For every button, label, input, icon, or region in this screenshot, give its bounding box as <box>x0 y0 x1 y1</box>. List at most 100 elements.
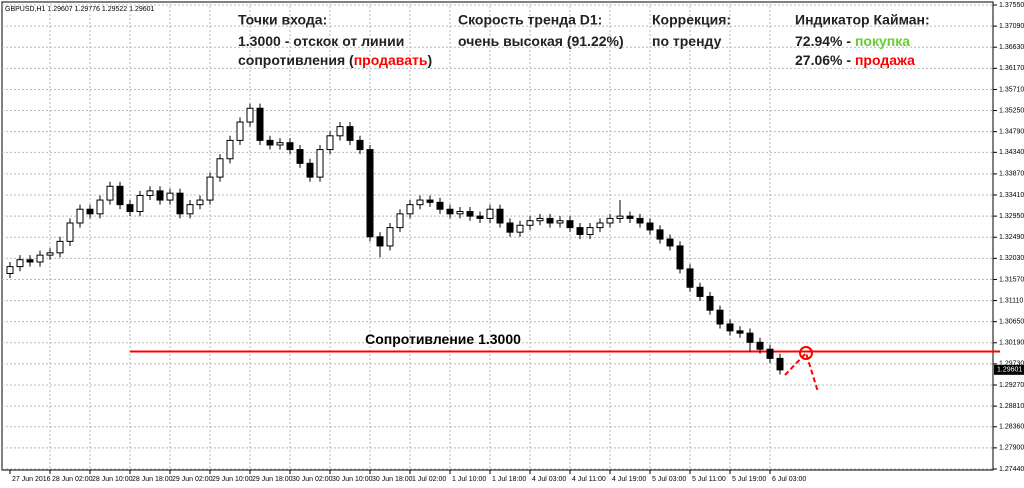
y-tick-label: 1.28810 <box>999 403 1024 410</box>
x-tick-label: 1 Jul 02:00 <box>412 476 446 483</box>
candle-body <box>306 162 314 178</box>
candle-body <box>496 208 504 224</box>
candle-body <box>556 220 564 224</box>
x-tick-label: 29 Jun 18:00 <box>252 476 293 483</box>
candle-body <box>506 222 514 233</box>
candle-body <box>406 204 414 215</box>
y-tick-label: 1.30190 <box>999 340 1024 347</box>
candle-body <box>656 229 664 240</box>
x-tick-label: 4 Jul 19:00 <box>612 476 646 483</box>
candle-body <box>66 222 74 242</box>
y-tick-label: 1.27440 <box>999 466 1024 473</box>
candle-body <box>186 204 194 215</box>
annotation-line: сопротивления (продавать) <box>238 52 432 68</box>
x-tick-label: 4 Jul 03:00 <box>532 476 566 483</box>
annotation-line: по тренду <box>652 33 722 49</box>
annotation-title: Индикатор Кайман: <box>795 12 930 28</box>
candle-body <box>276 142 284 146</box>
candle-body <box>586 227 594 235</box>
candle-body <box>476 215 484 219</box>
candle-body <box>716 309 724 325</box>
resistance-label: Сопротивление 1.3000 <box>365 331 521 347</box>
x-tick-label: 29 Jun 02:00 <box>172 476 213 483</box>
candle-body <box>456 211 464 215</box>
candle-body <box>266 139 274 146</box>
plot-frame <box>1 1 994 471</box>
candle-body <box>196 199 204 206</box>
candle-body <box>676 245 684 270</box>
y-tick-label: 1.33410 <box>999 192 1024 199</box>
y-tick-label: 1.33870 <box>999 171 1024 178</box>
candle-body <box>96 199 104 215</box>
y-tick-label: 1.29270 <box>999 382 1024 389</box>
candle-body <box>76 208 84 224</box>
annotation-line: 72.94% - покупка <box>795 33 910 49</box>
y-tick-label: 1.32030 <box>999 255 1024 262</box>
candle-body <box>636 217 644 224</box>
candle-body <box>156 190 164 201</box>
candle-body <box>316 149 324 178</box>
entry-marker <box>799 346 813 360</box>
candle-body <box>226 139 234 160</box>
candle-body <box>56 240 64 254</box>
candle-body <box>376 236 384 247</box>
x-tick-label: 4 Jul 11:00 <box>572 476 606 483</box>
forecast-arrow <box>784 351 819 393</box>
annotation-title: Коррекция: <box>652 12 731 28</box>
annotation-line: 1.3000 - отскок от линии <box>238 33 404 49</box>
candle-body <box>466 211 474 217</box>
x-tick-label: 6 Jul 03:00 <box>772 476 806 483</box>
candle-body <box>86 208 94 215</box>
candle-body <box>116 185 124 206</box>
x-tick-label: 30 Jun 02:00 <box>292 476 333 483</box>
x-tick-label: 28 Jun 10:00 <box>92 476 133 483</box>
candle-body <box>746 332 754 343</box>
y-tick-label: 1.34790 <box>999 129 1024 136</box>
annotation-line: очень высокая (91.22%) <box>458 33 624 49</box>
candle-body <box>6 266 14 274</box>
candle-body <box>326 135 334 151</box>
candle-body <box>206 176 214 201</box>
candle-body <box>766 348 774 359</box>
y-tick-label: 1.37550 <box>999 2 1024 9</box>
candle-body <box>726 323 734 332</box>
candle-body <box>756 341 764 350</box>
x-tick-label: 27 Jun 2016 <box>12 476 51 483</box>
candle-body <box>516 224 524 233</box>
x-tick-label: 28 Jun 02:00 <box>52 476 93 483</box>
y-tick-label: 1.28360 <box>999 424 1024 431</box>
x-tick-label: 30 Jun 10:00 <box>332 476 373 483</box>
x-tick-label: 29 Jun 10:00 <box>212 476 253 483</box>
candle-body <box>346 126 354 141</box>
candle-body <box>336 126 344 137</box>
annotation-part: покупка <box>855 33 910 49</box>
candle-body <box>666 238 674 247</box>
annotation-part: продавать <box>354 52 428 68</box>
candle-body <box>296 149 304 164</box>
candle-body <box>536 217 544 222</box>
candle-body <box>106 185 114 201</box>
y-tick-label: 1.36170 <box>999 65 1024 72</box>
annotation-part: 1.3000 - отскок от линии <box>238 33 404 49</box>
annotation-part: продажа <box>855 52 915 68</box>
candle-body <box>46 252 54 256</box>
candle-body <box>436 201 444 210</box>
annotation-part: 27.06% - <box>795 52 855 68</box>
candle-body <box>416 199 424 206</box>
candle-body <box>736 330 744 334</box>
annotation-part: по тренду <box>652 33 722 49</box>
x-tick-label: 28 Jun 18:00 <box>132 476 173 483</box>
candle-body <box>576 227 584 235</box>
candle-body <box>566 220 574 229</box>
annotation-line: 27.06% - продажа <box>795 52 915 68</box>
candle-body <box>256 107 264 141</box>
y-tick-label: 1.35250 <box>999 107 1024 114</box>
chart-header: GBPUSD,H1 1.29607 1.29776 1.29522 1.2960… <box>5 6 155 13</box>
annotation-part: 72.94% - <box>795 33 855 49</box>
candle-body <box>126 204 134 213</box>
y-tick-label: 1.31110 <box>999 297 1023 304</box>
y-tick-label: 1.34340 <box>999 149 1024 156</box>
candle-body <box>776 357 784 371</box>
candle-body <box>646 222 654 231</box>
